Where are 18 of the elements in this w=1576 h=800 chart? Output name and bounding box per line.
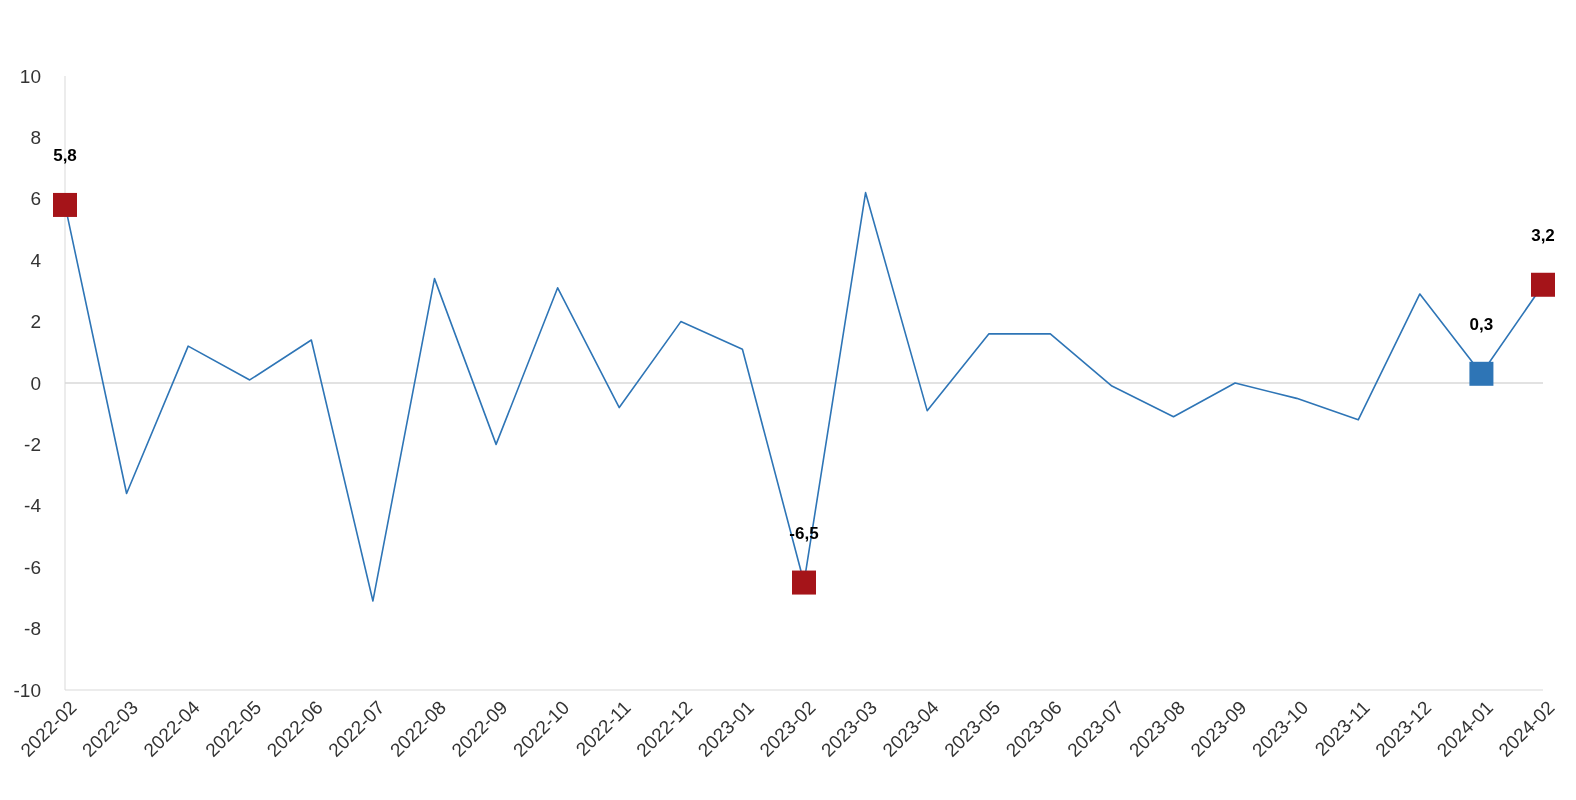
y-tick-label: 8: [30, 127, 41, 149]
y-tick-label: -4: [24, 495, 42, 517]
point: [1531, 272, 1555, 297]
y-tick-label: -8: [24, 618, 41, 640]
data-label: 5,8: [53, 145, 77, 165]
y-tick-label: -10: [13, 679, 41, 701]
point: [1469, 361, 1494, 386]
y-tick-label: -6: [24, 556, 41, 578]
point: [792, 570, 816, 595]
y-tick-label: 2: [30, 311, 41, 333]
y-tick-label: 10: [19, 65, 41, 87]
y-tick-label: -2: [24, 434, 41, 456]
data-label: 0,3: [1469, 314, 1494, 334]
y-tick-label: 4: [30, 249, 42, 271]
point: [53, 192, 77, 217]
y-tick-label: 0: [30, 372, 41, 394]
y-tick-label: 6: [30, 188, 41, 210]
data-label: 3,2: [1531, 225, 1555, 245]
